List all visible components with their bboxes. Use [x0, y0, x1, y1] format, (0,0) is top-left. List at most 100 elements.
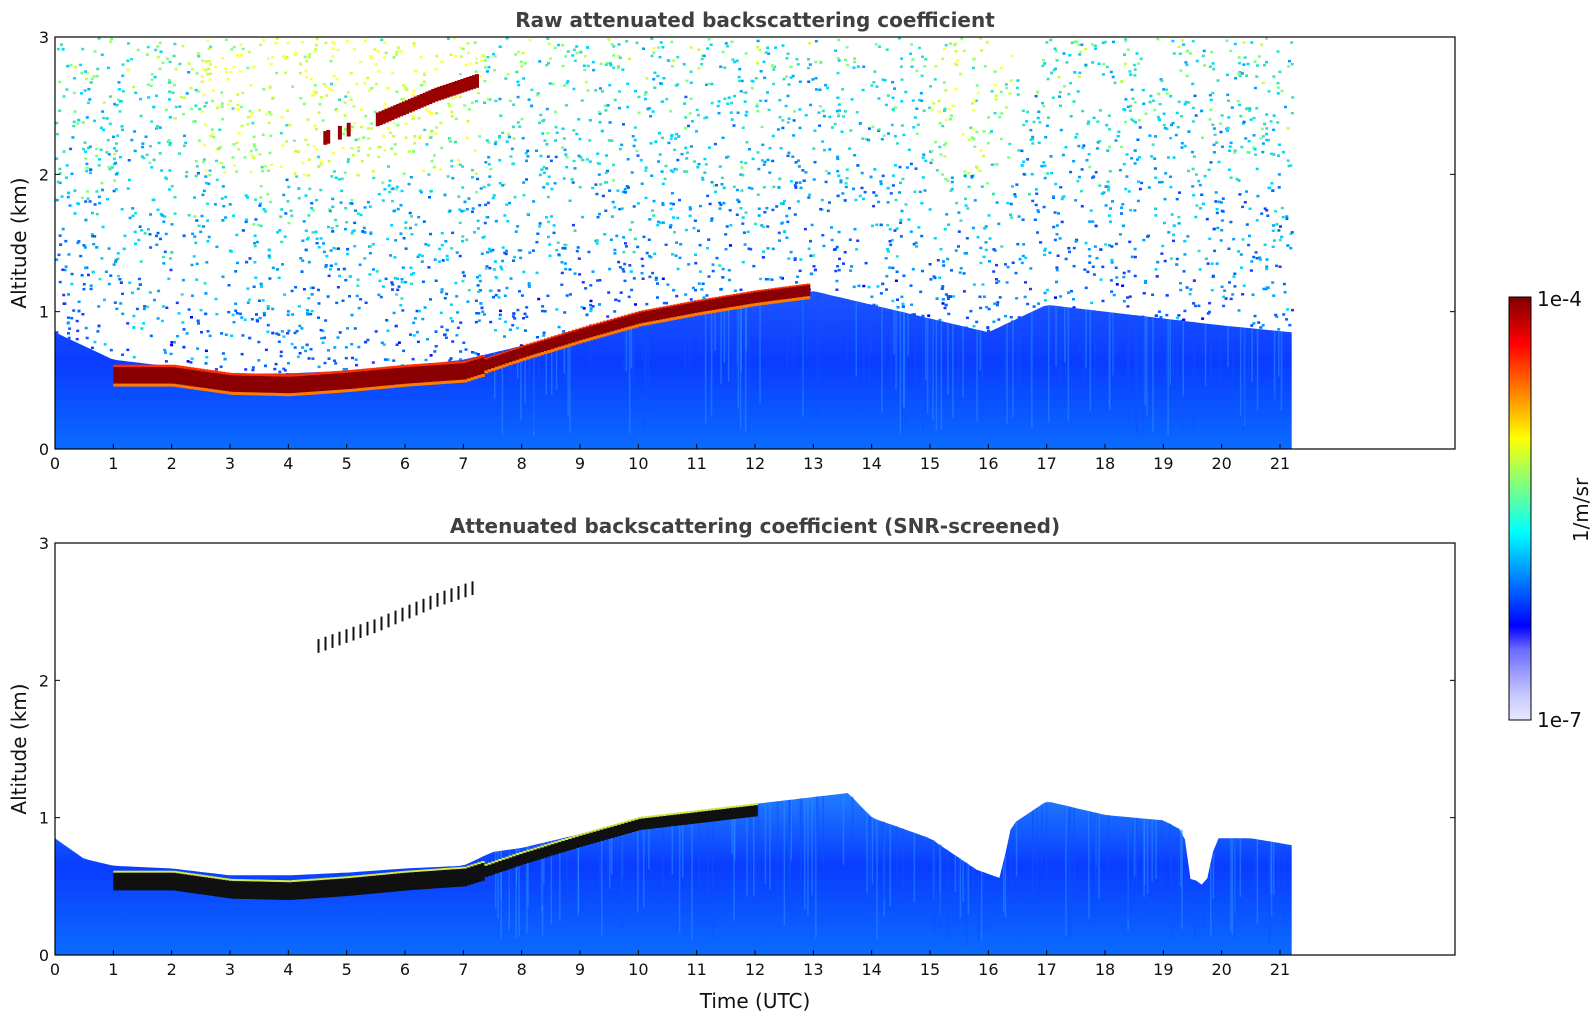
top-noise-pixel	[644, 196, 648, 200]
top-noise-pixel	[299, 97, 303, 100]
top-noise-pixel	[1233, 285, 1237, 288]
top-noise-pixel	[185, 92, 189, 95]
top-noise-pixel	[743, 100, 747, 103]
top-noise-pixel	[1017, 149, 1021, 152]
top-noise-pixel	[1112, 40, 1115, 44]
top-noise-pixel	[354, 358, 358, 361]
top-noise-pixel	[87, 146, 91, 150]
top-noise-pixel	[147, 96, 151, 99]
top-noise-pixel	[823, 148, 826, 152]
top-noise-pixel	[929, 278, 933, 281]
top-cloud-cell	[767, 290, 772, 302]
top-noise-pixel	[1191, 185, 1195, 188]
top-noise-pixel	[1216, 79, 1220, 82]
top-noise-pixel	[1237, 179, 1241, 182]
top-noise-pixel	[1265, 127, 1269, 130]
bottom-cloud-cell	[449, 869, 454, 888]
top-noise-pixel	[633, 138, 637, 142]
top-noise-pixel	[455, 251, 459, 254]
top-noise-pixel	[872, 81, 876, 84]
bottom-streak	[559, 839, 561, 921]
top-noise-pixel	[310, 94, 314, 97]
top-noise-pixel	[284, 57, 287, 60]
top-noise-pixel	[594, 89, 598, 92]
top-noise-pixel	[182, 234, 186, 238]
top-cloud-edge	[351, 369, 356, 373]
top-streak	[1059, 306, 1062, 401]
top-noise-pixel	[154, 48, 158, 52]
top-noise-pixel	[672, 288, 676, 292]
top-cloud-edge	[652, 308, 657, 312]
top-noise-pixel	[767, 108, 771, 112]
top-cloud-edge	[225, 372, 230, 376]
top-noise-pixel	[395, 293, 399, 296]
top-noise-pixel	[230, 334, 234, 337]
top-noise-pixel	[554, 110, 558, 114]
bottom-cloud-edge	[494, 860, 499, 863]
top-noise-pixel	[346, 91, 350, 94]
top-y-tick-label: 0	[39, 440, 49, 459]
top-noise-pixel	[628, 228, 632, 231]
top-noise-pixel	[564, 267, 568, 271]
top-noise-pixel	[256, 223, 260, 227]
top-noise-pixel	[608, 83, 612, 87]
top-cloud-edge	[127, 364, 132, 368]
top-cloud-cell	[130, 367, 135, 384]
top-noise-pixel	[588, 139, 592, 142]
top-noise-pixel	[299, 257, 303, 260]
top-noise-pixel	[560, 261, 564, 264]
top-noise-pixel	[77, 118, 81, 122]
top-noise-pixel	[1192, 302, 1196, 305]
top-streak	[1167, 319, 1169, 436]
top-noise-pixel	[301, 259, 305, 262]
top-noise-pixel	[483, 101, 487, 104]
top-elevated-cell	[445, 83, 450, 98]
top-noise-pixel	[680, 152, 684, 156]
top-noise-pixel	[580, 99, 584, 102]
top-cloud-cell	[725, 296, 730, 308]
top-noise-pixel	[761, 256, 765, 259]
top-cloud-edge	[333, 371, 338, 375]
top-noise-pixel	[100, 257, 104, 260]
top-streak	[793, 293, 795, 372]
top-noise-pixel	[279, 350, 283, 354]
top-noise-pixel	[1129, 73, 1133, 76]
top-noise-pixel	[911, 58, 915, 61]
top-noise-pixel	[1042, 205, 1046, 209]
top-noise-pixel	[606, 315, 610, 318]
top-noise-pixel	[742, 231, 746, 234]
top-noise-pixel	[727, 96, 731, 99]
bottom-cloud-cell	[183, 874, 188, 893]
top-noise-pixel	[411, 117, 415, 121]
top-noise-pixel	[280, 240, 284, 244]
top-noise-pixel	[281, 144, 285, 147]
top-noise-pixel	[220, 105, 224, 108]
top-noise-pixel	[1175, 111, 1179, 115]
top-noise-pixel	[471, 176, 474, 179]
top-noise-pixel	[632, 277, 636, 280]
top-noise-pixel	[421, 280, 425, 283]
top-noise-pixel	[1077, 75, 1081, 79]
top-noise-pixel	[821, 234, 825, 237]
top-noise-pixel	[1183, 309, 1187, 313]
top-noise-pixel	[311, 209, 315, 212]
top-noise-pixel	[461, 165, 464, 168]
top-cloud-edge	[116, 364, 121, 368]
top-noise-pixel	[1188, 292, 1192, 296]
top-noise-pixel	[721, 276, 725, 279]
top-noise-pixel	[351, 230, 355, 233]
top-noise-pixel	[368, 205, 372, 208]
top-noise-pixel	[710, 219, 714, 222]
top-cloud-cell	[151, 367, 156, 384]
bottom-streak	[1193, 888, 1196, 939]
top-noise-pixel	[1133, 68, 1137, 71]
top-noise-pixel	[393, 256, 397, 259]
top-noise-pixel	[1101, 299, 1105, 303]
top-noise-pixel	[924, 58, 928, 61]
top-cloud-edge	[802, 296, 807, 300]
top-noise-pixel	[60, 43, 63, 46]
top-noise-pixel	[480, 252, 484, 255]
top-noise-pixel	[85, 169, 89, 173]
top-noise-pixel	[342, 267, 346, 271]
top-cloud-cell	[211, 372, 216, 390]
